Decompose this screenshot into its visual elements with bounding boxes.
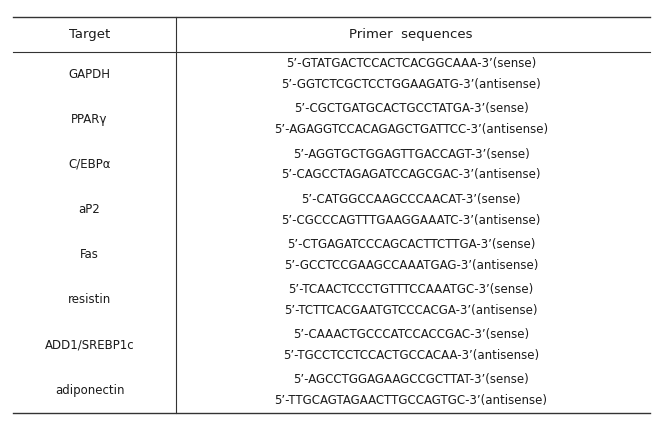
Text: 5’-AGCCTGGAGAAGCCGCTTAT-3’(sense): 5’-AGCCTGGAGAAGCCGCTTAT-3’(sense) [293,373,529,386]
Text: 5’-GGTCTCGCTCCTGGAAGATG-3’(antisense): 5’-GGTCTCGCTCCTGGAAGATG-3’(antisense) [281,78,541,91]
Text: ADD1/SREBP1c: ADD1/SREBP1c [44,338,135,352]
Text: 5’-TCTTCACGAATGTCCCACGA-3’(antisense): 5’-TCTTCACGAATGTCCCACGA-3’(antisense) [284,304,538,317]
Text: resistin: resistin [68,293,111,307]
Text: 5’-AGGTGCTGGAGTTGACCAGT-3’(sense): 5’-AGGTGCTGGAGTTGACCAGT-3’(sense) [292,147,530,160]
Text: adiponectin: adiponectin [55,384,124,397]
Text: Fas: Fas [80,248,99,261]
Text: 5’-CGCCCAGTTTGAAGGAAATC-3’(antisense): 5’-CGCCCAGTTTGAAGGAAATC-3’(antisense) [281,214,541,227]
Text: 5’-CAGCCTAGAGATCCAGCGAC-3’(antisense): 5’-CAGCCTAGAGATCCAGCGAC-3’(antisense) [281,169,541,181]
Text: 5’-CGCTGATGCACTGCCTATGA-3’(sense): 5’-CGCTGATGCACTGCCTATGA-3’(sense) [294,102,528,115]
Text: 5’-GCCTCCGAAGCCAAATGAG-3’(antisense): 5’-GCCTCCGAAGCCAAATGAG-3’(antisense) [284,259,538,272]
Text: PPARγ: PPARγ [71,113,108,126]
Text: C/EBPα: C/EBPα [68,158,111,171]
Text: aP2: aP2 [79,203,100,216]
Text: Primer  sequences: Primer sequences [349,28,473,41]
Text: 5’-CAAACTGCCCATCCACCGAC-3’(sense): 5’-CAAACTGCCCATCCACCGAC-3’(sense) [293,328,529,341]
Text: 5’-TTGCAGTAGAACTTGCCAGTGC-3’(antisense): 5’-TTGCAGTAGAACTTGCCAGTGC-3’(antisense) [274,394,548,407]
Text: Target: Target [69,28,110,41]
Text: GAPDH: GAPDH [68,68,111,81]
Text: 5’-GTATGACTCCACTCACGGCAAA-3’(sense): 5’-GTATGACTCCACTCACGGCAAA-3’(sense) [286,57,536,70]
Text: 5’-TCAACTCCCTGTTTCCAAATGC-3’(sense): 5’-TCAACTCCCTGTTTCCAAATGC-3’(sense) [288,283,534,296]
Text: 5’-AGAGGTCCACAGAGCTGATTCC-3’(antisense): 5’-AGAGGTCCACAGAGCTGATTCC-3’(antisense) [274,123,548,136]
Text: 5’-CTGAGATCCCAGCACTTCTTGA-3’(sense): 5’-CTGAGATCCCAGCACTTCTTGA-3’(sense) [287,238,535,251]
Text: 5’-TGCCTCCTCCACTGCCACAA-3’(antisense): 5’-TGCCTCCTCCACTGCCACAA-3’(antisense) [283,349,539,362]
Text: 5’-CATGGCCAAGCCCAACAT-3’(sense): 5’-CATGGCCAAGCCCAACAT-3’(sense) [301,193,521,206]
